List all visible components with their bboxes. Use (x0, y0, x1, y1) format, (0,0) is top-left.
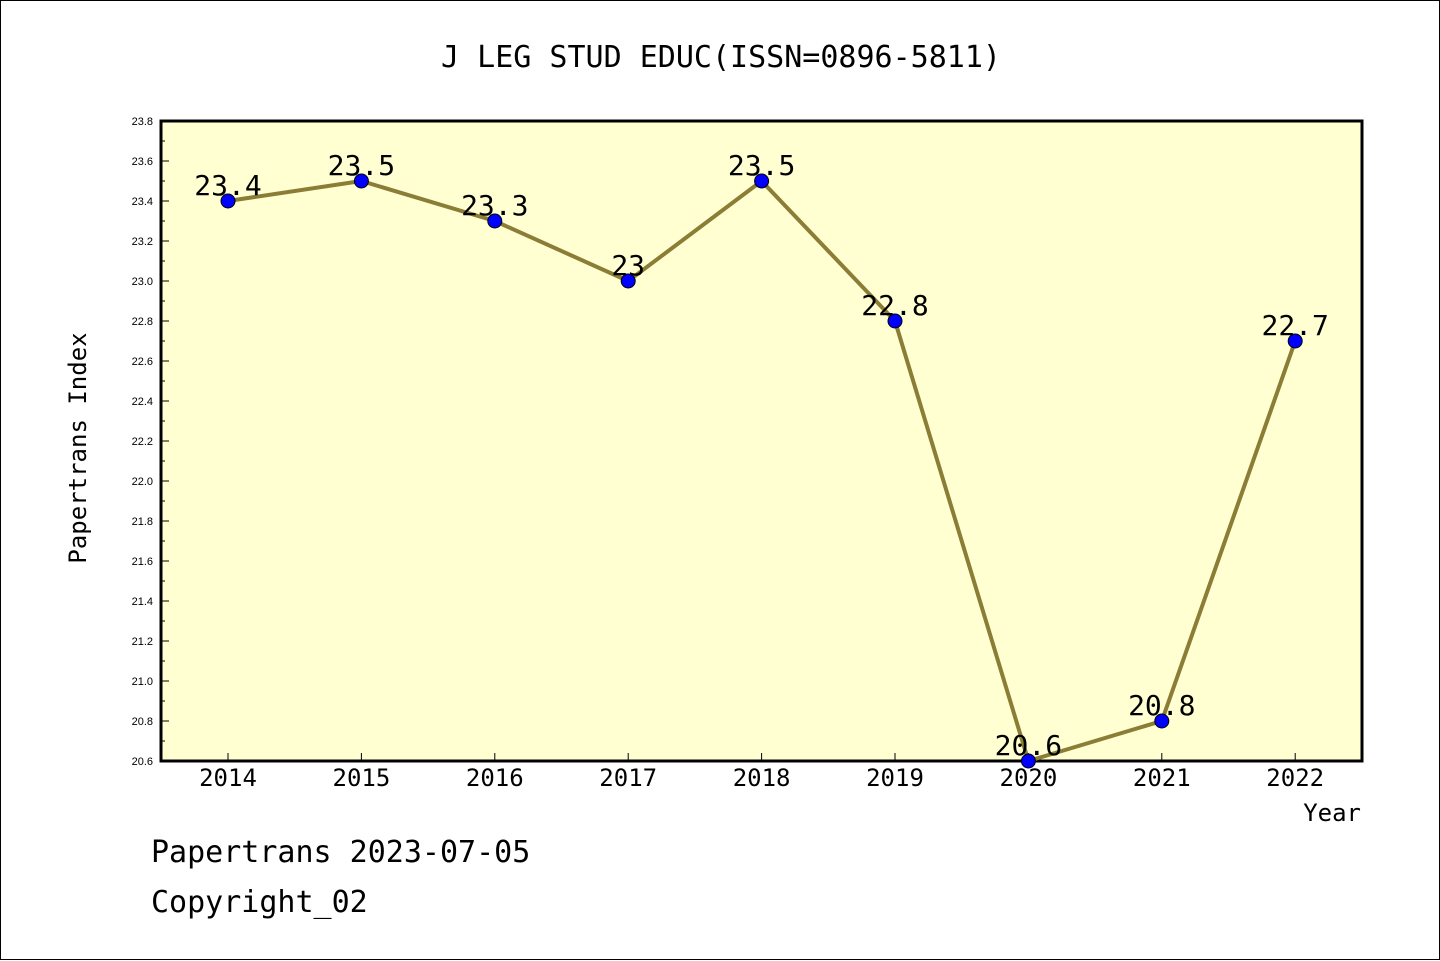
data-point (620, 273, 636, 289)
x-tick-label: 2017 (599, 764, 657, 792)
y-tick-label: 23.0 (132, 276, 153, 288)
y-tick-label: 20.8 (132, 716, 153, 728)
y-tick-label: 22.2 (132, 436, 153, 448)
data-point (353, 173, 369, 189)
x-tick-label: 2014 (199, 764, 257, 792)
data-point (887, 313, 903, 329)
y-tick-label: 23.8 (132, 116, 153, 128)
data-labels-group: 23.4 23.5 23.3 23 23.5 22.8 20.6 20.8 22.7 (194, 149, 1329, 762)
data-point (1287, 333, 1303, 349)
x-tick-label: 2015 (333, 764, 391, 792)
data-label: 23.3 (461, 189, 528, 222)
data-point (754, 173, 770, 189)
y-tick-label: 23.6 (132, 156, 153, 168)
y-tick-label: 22.8 (132, 316, 153, 328)
x-tick-label: 2020 (1000, 764, 1058, 792)
y-axis: 20.6 20.8 21.0 21.2 21.4 21.6 21.8 22.0 22.2 22.4… (132, 116, 169, 768)
data-label: 20.8 (1128, 689, 1195, 722)
data-label: 23.5 (728, 149, 795, 182)
x-axis-title: Year (1303, 799, 1361, 827)
footer-date: Papertrans 2023-07-05 (151, 835, 531, 870)
y-tick-label: 23.4 (132, 196, 153, 208)
y-tick-label: 21.2 (132, 636, 153, 648)
y-axis-title: Papertrans Index (64, 332, 92, 563)
y-tick-label: 20.6 (132, 756, 153, 768)
x-tick-label: 2018 (733, 764, 791, 792)
footer-copyright: Copyright_02 (151, 885, 368, 920)
data-label: 23.4 (194, 169, 261, 202)
y-tick-label: 21.6 (132, 556, 153, 568)
data-label: 23 (611, 249, 645, 282)
data-point (1154, 713, 1170, 729)
data-label: 22.7 (1261, 309, 1328, 342)
y-tick-label: 21.4 (132, 596, 153, 608)
x-tick-label: 2019 (866, 764, 924, 792)
y-tick-label: 22.0 (132, 476, 153, 488)
markers-group (220, 173, 1303, 769)
y-tick-label: 22.6 (132, 356, 153, 368)
plot-area (159, 119, 1364, 763)
x-tick-label: 2022 (1266, 764, 1324, 792)
y-tick-label: 22.4 (132, 396, 153, 408)
x-tick-label: 2016 (466, 764, 524, 792)
data-label: 20.6 (995, 729, 1062, 762)
data-point (220, 193, 236, 209)
y-tick-label: 23.2 (132, 236, 153, 248)
x-tick-label: 2021 (1133, 764, 1191, 792)
data-point (487, 213, 503, 229)
data-point (1020, 753, 1036, 769)
y-tick-label: 21.0 (132, 676, 153, 688)
chart-title: J LEG STUD EDUC(ISSN=0896-5811) (441, 40, 1001, 75)
data-label: 23.5 (328, 149, 395, 182)
y-tick-label: 21.8 (132, 516, 153, 528)
x-axis: 2014 2015 2016 2017 2018 2019 2020 2021 2022 (199, 753, 1324, 792)
data-label: 22.8 (861, 289, 928, 322)
